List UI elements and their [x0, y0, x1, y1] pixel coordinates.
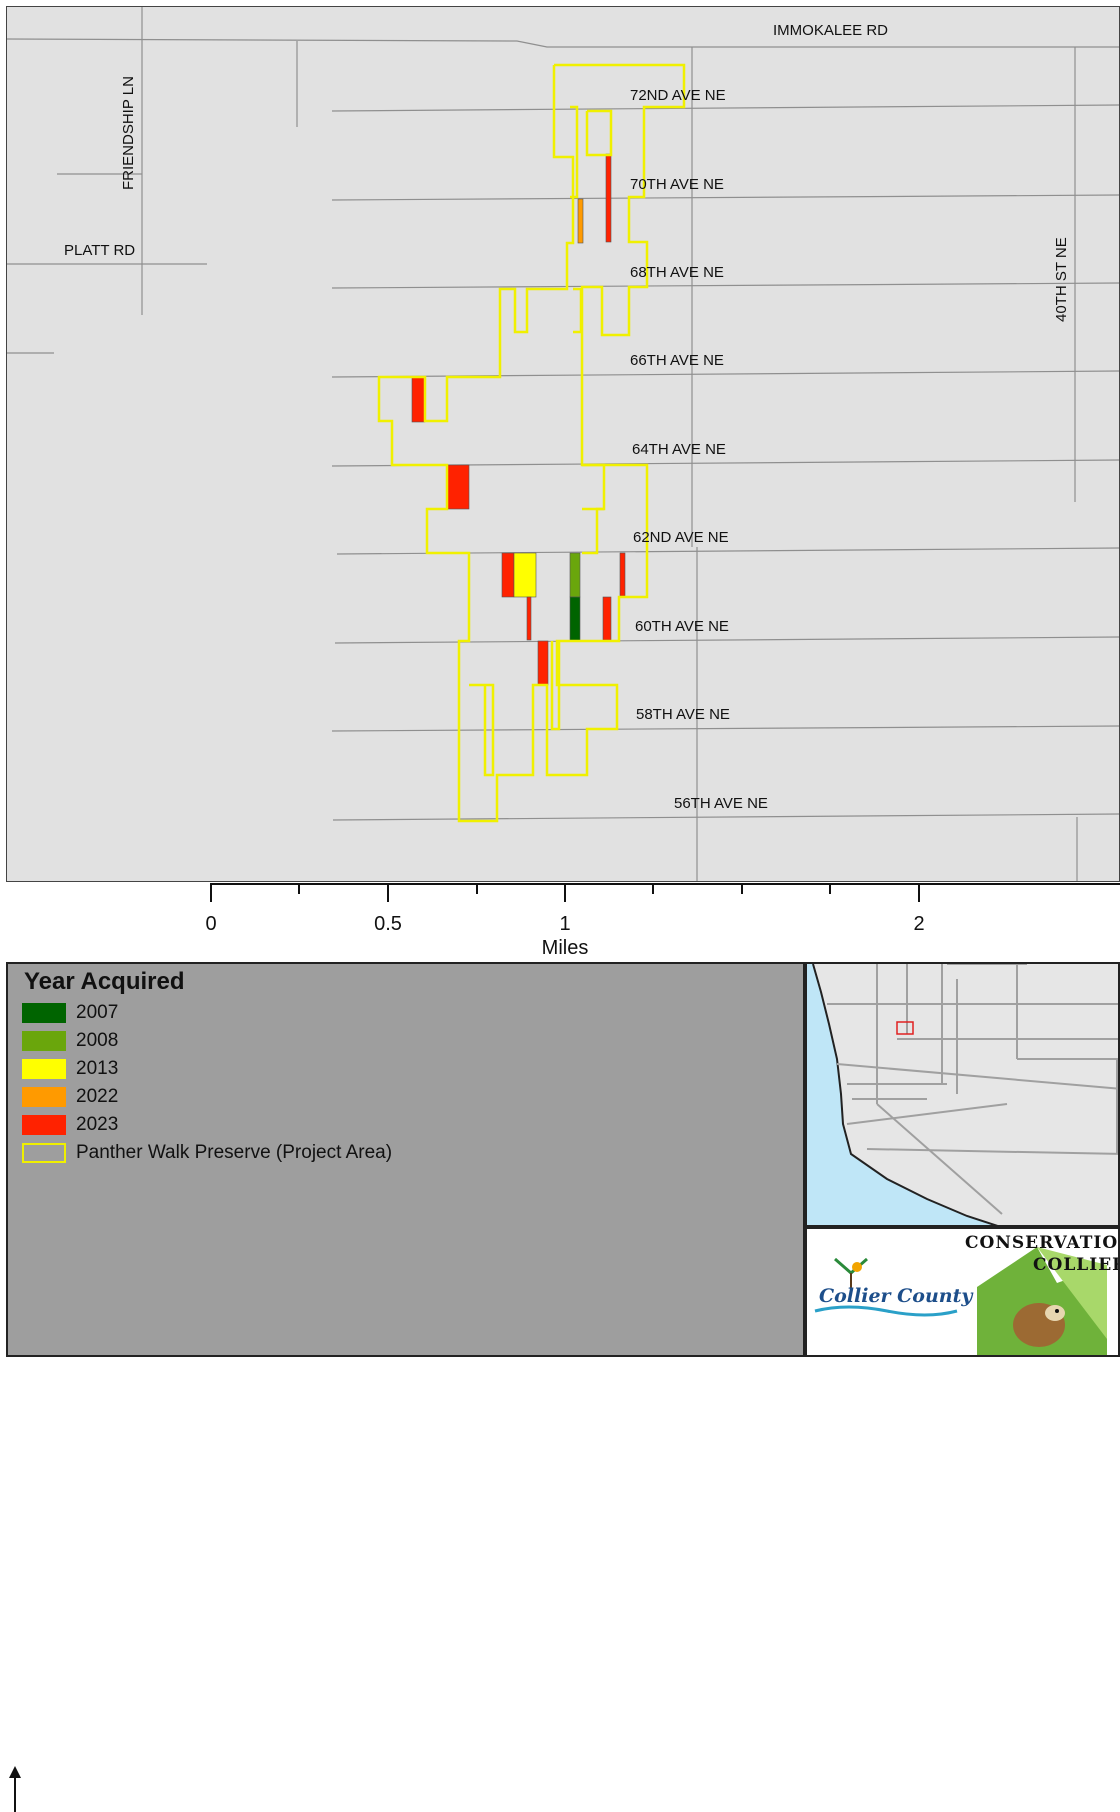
road-label-platt: PLATT RD [64, 242, 136, 259]
map-canvas [7, 7, 1119, 881]
legend-label: 2022 [76, 1086, 119, 1107]
legend-label: 2007 [76, 1002, 119, 1023]
parcel-2023 [602, 596, 612, 641]
scale-label-0: 0 [205, 913, 217, 935]
parcel-2023 [501, 552, 515, 598]
legend-label: Panther Walk Preserve (Project Area) [76, 1142, 393, 1163]
map-frame[interactable]: IMMOKALEE RD FRIENDSHIP LN PLATT RD 40TH… [6, 6, 1120, 882]
road-label-70th-ave: 70TH AVE NE [630, 176, 724, 193]
legend-item-2022: 2022 [22, 1086, 118, 1108]
parcel-2023 [537, 640, 549, 686]
scale-label-2: 2 [913, 913, 925, 935]
parcel-2023 [526, 596, 532, 641]
legend-swatch [22, 1031, 66, 1051]
collier-county-label: Collier County [819, 1285, 973, 1307]
legend-title: Year Acquired [24, 968, 185, 995]
parcel-2023 [605, 153, 612, 243]
parcel-2022 [577, 198, 584, 244]
road-label-72nd-ave: 72ND AVE NE [630, 87, 726, 104]
parcel-2007 [569, 596, 581, 642]
scale-label-1: 1 [559, 913, 571, 935]
parcel-2023 [619, 552, 626, 597]
parcel-2008 [569, 552, 581, 598]
legend-item-2013: 2013 [22, 1058, 118, 1080]
parcel-2023 [411, 376, 426, 423]
scale-label-0-5: 0.5 [374, 913, 402, 935]
parcel-2013 [513, 552, 537, 598]
road-label-62nd-ave: 62ND AVE NE [633, 529, 729, 546]
road-label-56th-ave: 56TH AVE NE [674, 795, 768, 812]
road-label-68th-ave: 68TH AVE NE [630, 264, 724, 281]
preserve-boundary [377, 63, 686, 823]
project-location-marker [896, 1021, 914, 1035]
legend-item-2007: 2007 [22, 1002, 118, 1024]
legend-swatch [22, 1003, 66, 1023]
north-arrow-icon [9, 1766, 21, 1812]
scale-unit-label: Miles [541, 937, 589, 959]
acquired-parcels [411, 153, 626, 686]
legend-item-2023: 2023 [22, 1114, 118, 1136]
legend-label: 2008 [76, 1030, 119, 1051]
road-label-64th-ave: 64TH AVE NE [632, 441, 726, 458]
legend-label: 2023 [76, 1114, 119, 1135]
legend-swatch [22, 1143, 66, 1163]
legend-swatch [22, 1087, 66, 1107]
legend-item-2008: 2008 [22, 1030, 118, 1052]
conservation-collier-logo [977, 1247, 1107, 1355]
locator-canvas [807, 964, 1118, 1225]
road-label-immokalee: IMMOKALEE RD [773, 22, 889, 39]
road-network [7, 7, 1119, 881]
collier-county-logo [814, 1257, 958, 1317]
scale-bar [0, 882, 1120, 1812]
collier-label: COLLIER [1033, 1255, 1120, 1275]
road-label-60th-ave: 60TH AVE NE [635, 618, 729, 635]
scale-ruler [210, 883, 1120, 902]
conservation-label: CONSERVATION [965, 1233, 1120, 1253]
locator-map [805, 962, 1120, 1227]
legend-swatch [22, 1059, 66, 1079]
legend-item-preserve: Panther Walk Preserve (Project Area) [22, 1142, 392, 1164]
road-label-friendship: FRIENDSHIP LN [120, 76, 137, 190]
logo-graphics [814, 1247, 1107, 1355]
road-label-66th-ave: 66TH AVE NE [630, 352, 724, 369]
road-label-40th-st: 40TH ST NE [1053, 237, 1070, 322]
parcel-2023 [446, 464, 470, 510]
road-label-58th-ave: 58TH AVE NE [636, 706, 730, 723]
legend: Year Acquired 2007 2008 2013 2022 2023 P… [6, 962, 805, 1357]
logos-panel: Collier County CONSERVATION COLLIER [805, 1227, 1120, 1357]
legend-swatch [22, 1115, 66, 1135]
legend-label: 2013 [76, 1058, 119, 1079]
